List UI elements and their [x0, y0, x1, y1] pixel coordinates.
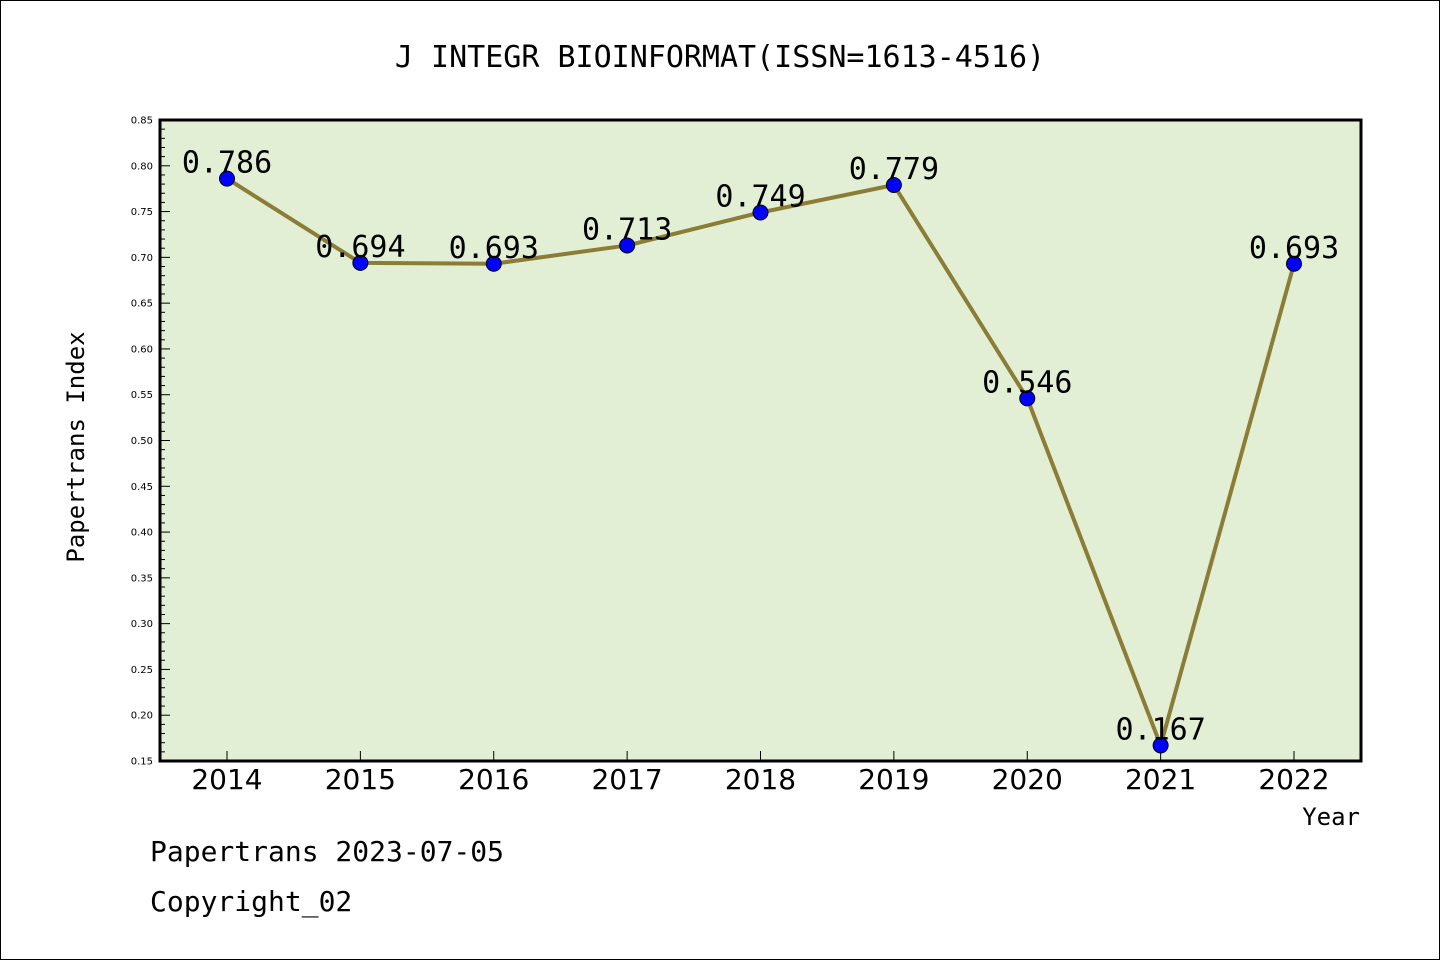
plot-area	[158, 118, 1363, 763]
data-point	[1286, 255, 1302, 272]
y-axis: 0.15 0.20 0.25 0.30 0.35 0.40 0.45 0.50 0.55 0.60…	[131, 116, 170, 768]
data-point	[752, 204, 769, 221]
x-tick-label: 2014	[191, 763, 262, 796]
series-line: 0.786 0.694 0.693 0.713 0.749 0.779 0.546 0.167…	[182, 146, 1339, 754]
data-label: 0.786	[182, 146, 272, 181]
y-tick-label: 0.65	[131, 299, 153, 310]
x-tick-label: 2016	[458, 763, 529, 796]
data-point	[619, 237, 636, 254]
data-label: 0.749	[715, 179, 805, 214]
y-tick-label: 0.85	[131, 116, 153, 127]
data-label: 0.167	[1115, 712, 1205, 747]
x-tick-label: 2020	[992, 763, 1063, 796]
y-tick-label: 0.25	[131, 665, 153, 676]
footer-date: Papertrans 2023-07-05	[150, 835, 505, 868]
data-label: 0.693	[1249, 231, 1339, 266]
x-axis-label: Year	[1302, 803, 1360, 831]
y-tick-label: 0.30	[131, 619, 153, 630]
x-tick-label: 2018	[725, 763, 796, 796]
data-label: 0.713	[582, 212, 672, 247]
y-tick-label: 0.75	[131, 207, 153, 218]
data-label: 0.694	[315, 230, 405, 265]
x-axis: 2014 2015 2016 2017 2018 2019 2020 2021 2022	[191, 751, 1330, 796]
data-point	[485, 255, 502, 272]
data-point	[1019, 390, 1036, 407]
x-tick-label: 2019	[858, 763, 929, 796]
y-tick-label: 0.20	[131, 711, 153, 722]
chart-title: J INTEGR BIOINFORMAT(ISSN=1613-4516)	[395, 40, 1045, 75]
y-tick-label: 0.80	[131, 161, 153, 172]
data-label: 0.779	[849, 152, 939, 187]
data-point	[219, 170, 235, 187]
x-tick-label: 2015	[325, 763, 396, 796]
data-label: 0.546	[982, 365, 1072, 400]
data-point	[885, 177, 902, 194]
x-tick-label: 2022	[1258, 763, 1329, 796]
y-tick-label: 0.15	[131, 757, 153, 768]
y-tick-label: 0.50	[131, 436, 153, 447]
data-point	[352, 254, 369, 271]
y-tick-label: 0.45	[131, 482, 153, 493]
y-tick-label: 0.70	[131, 253, 153, 264]
x-tick-label: 2017	[591, 763, 662, 796]
footer-copyright: Copyright_02	[150, 885, 353, 918]
y-tick-label: 0.40	[131, 528, 153, 539]
data-point	[1152, 737, 1169, 754]
y-tick-label: 0.35	[131, 573, 153, 584]
data-label: 0.693	[449, 231, 539, 266]
y-axis-label: Papertrans Index	[62, 331, 90, 562]
x-tick-label: 2021	[1125, 763, 1196, 796]
y-tick-label: 0.55	[131, 390, 153, 401]
y-tick-label: 0.60	[131, 344, 153, 355]
